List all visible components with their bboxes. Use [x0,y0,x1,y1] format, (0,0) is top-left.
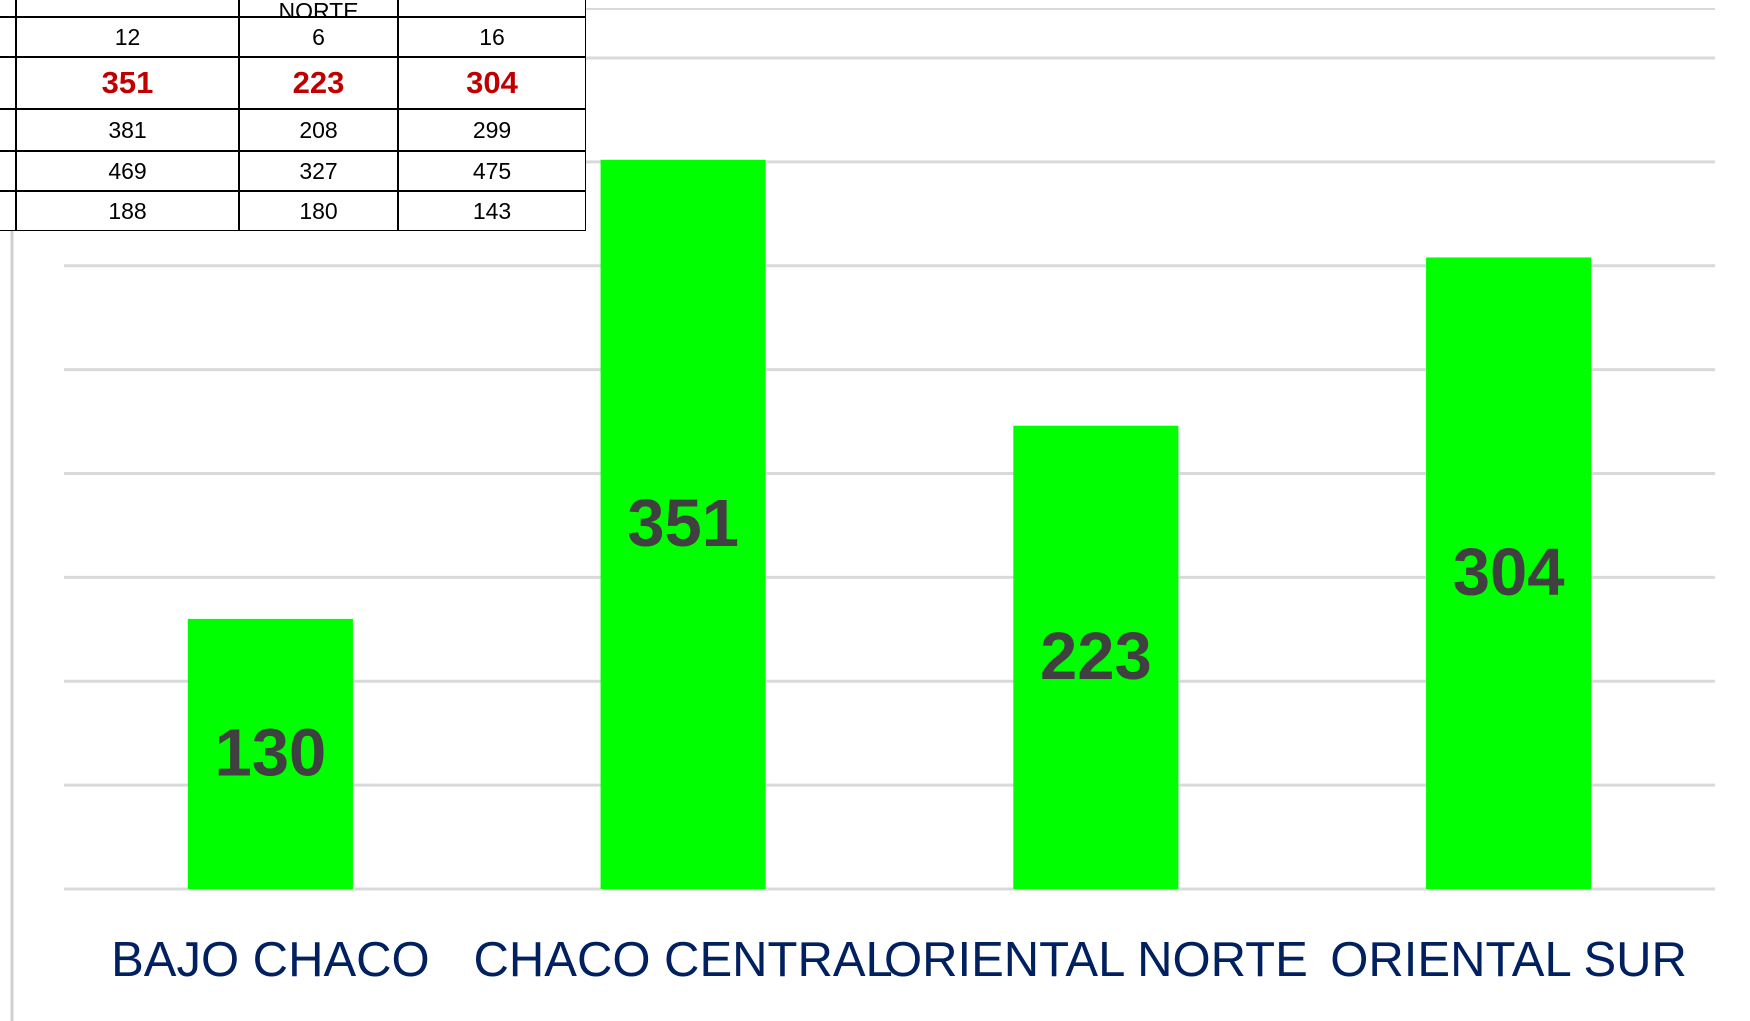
x-tick-label: BAJO CHACO [111,933,430,987]
table-cell: 208 [238,108,399,152]
bar [600,159,766,890]
bar [187,618,353,889]
x-tick-label: CHACO CENTRAL [473,933,892,987]
bar [1013,425,1179,889]
bar [1426,257,1592,889]
table-cell: 12 [15,16,240,58]
table-cell: 475 [397,150,586,192]
table-cell: 327 [238,150,399,192]
table-cell: 180 [238,190,399,231]
table-cell: 299 [397,108,586,152]
table-cell: 143 [397,190,586,231]
data-label: 351 [627,486,739,561]
data-label: 130 [214,716,326,791]
data-table: NORTE 12 6 16 351 223 304 381 208 299 469 327 475 188… [0,0,586,231]
table-cell: 188 [15,190,240,231]
table-cell: 223 [238,56,399,110]
table-cell: 351 [15,56,240,110]
data-label: 223 [1040,619,1152,694]
table-cell: 304 [397,56,586,110]
table-cell: 16 [397,16,586,58]
x-tick-label: ORIENTAL SUR [1330,933,1687,987]
data-label: 304 [1453,535,1565,610]
table-cell: 381 [15,108,240,152]
x-tick-label: ORIENTAL NORTE [884,933,1308,987]
table-cell: 6 [238,16,399,58]
table-cell: 469 [15,150,240,192]
